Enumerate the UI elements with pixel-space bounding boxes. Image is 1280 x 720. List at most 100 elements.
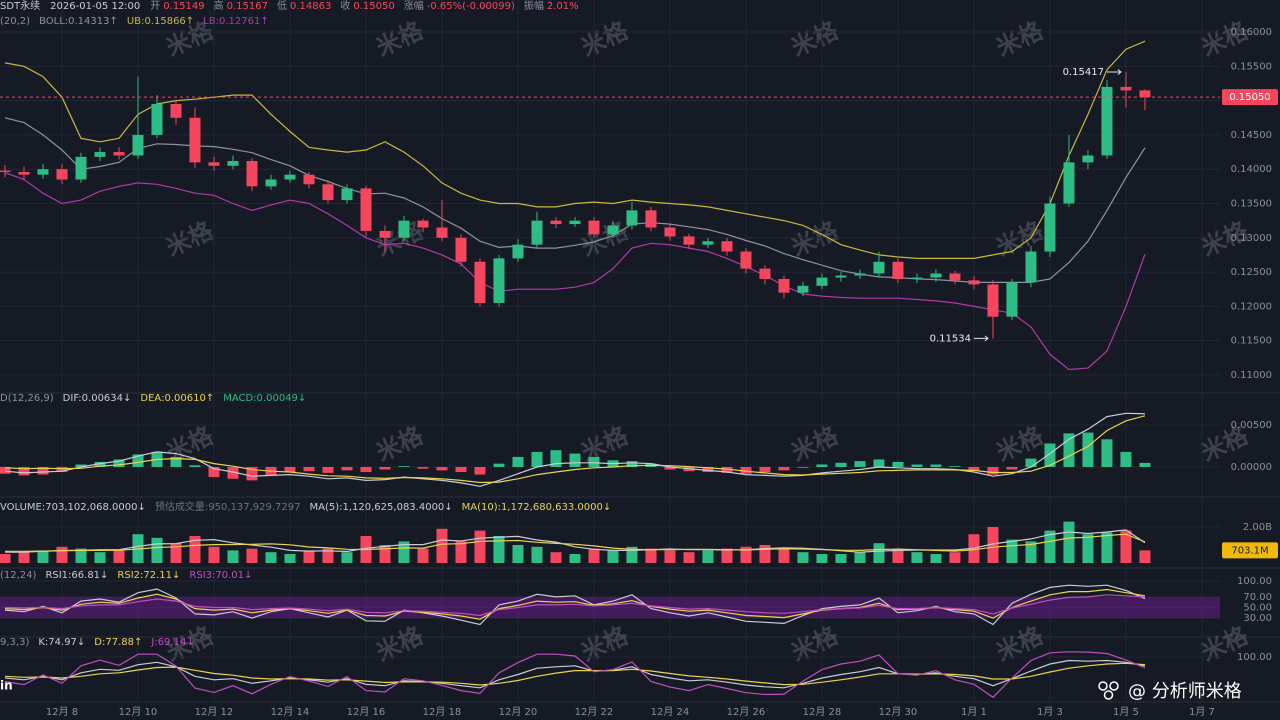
macd-bar <box>512 456 524 467</box>
candle-body <box>1006 282 1018 317</box>
candle-body <box>949 273 961 281</box>
y-tick-label: 0.12000 <box>1231 301 1272 312</box>
candle-body <box>1139 90 1151 98</box>
candle-body <box>778 278 790 293</box>
macd-bar <box>227 466 239 479</box>
candle-body <box>379 230 391 238</box>
timestamp: 2026-01-05 12:00 <box>50 1 140 12</box>
candle-body <box>702 241 714 245</box>
edge-text: in <box>0 679 13 693</box>
candle-body <box>56 169 68 180</box>
legend-item: MA(5):1,120,625,083.4000↓ <box>310 502 453 513</box>
x-axis: 12月 8 12月 10 12月 12 12月 14 12月 16 12月 18 12月 2… <box>46 0 1215 718</box>
ohlc-value: 2.01% <box>547 1 579 12</box>
y-tick-label: 30.00 <box>1243 613 1272 624</box>
macd-bar <box>835 462 847 467</box>
rsi-panel <box>0 584 1220 626</box>
x-tick-label: 12月 30 <box>879 706 918 718</box>
candle-body <box>455 237 467 262</box>
volume-current-label: 703.1M <box>1231 545 1268 556</box>
legend-item: UB:0.15866↑ <box>127 16 194 27</box>
volume-bar <box>18 552 30 563</box>
symbol: SDT永续 <box>0 0 40 12</box>
macd-bar <box>474 466 486 475</box>
ohlc-value: 0.15050 <box>353 1 394 12</box>
separators <box>0 392 1280 703</box>
candle-body <box>113 152 125 156</box>
macd-bar <box>1120 451 1132 467</box>
candle-body <box>1044 203 1056 252</box>
candle-body <box>911 277 923 279</box>
x-tick-label: 1月 3 <box>1037 706 1063 718</box>
y-tick-label: 0.14500 <box>1231 130 1272 141</box>
volume-bar <box>227 550 239 563</box>
legend-item: VOLUME:703,102,068.0000↓ <box>0 502 146 513</box>
volume-bar <box>379 545 391 563</box>
high-arrow <box>1106 69 1122 75</box>
candle-body <box>398 220 410 238</box>
candle-body <box>151 104 163 135</box>
indicator-line <box>4 172 1146 371</box>
candle-body <box>512 244 524 259</box>
macd-bar <box>1025 458 1037 467</box>
macd-bar <box>246 466 258 481</box>
ohlc-value: -0.65%(-0.00099) <box>427 1 515 12</box>
candle-body <box>493 258 505 303</box>
candle-body <box>930 273 942 278</box>
y-tick-label: 0.00500 <box>1231 420 1272 431</box>
volume-bar <box>987 527 999 563</box>
volume-bar <box>0 554 11 563</box>
x-tick-label: 12月 16 <box>347 706 386 718</box>
indicator-line <box>4 415 1146 484</box>
x-tick-label: 12月 26 <box>727 706 766 718</box>
ohlc-value: 0.15149 <box>163 1 204 12</box>
logo-dot <box>1109 681 1119 691</box>
candle-body <box>816 277 828 286</box>
volume-bar <box>892 548 904 563</box>
ohlc-label: 收 <box>340 0 350 12</box>
volume-bar <box>607 550 619 563</box>
candle-body <box>170 104 182 118</box>
rsi-header: (12,24) RSI1:66.81↓ RSI2:72.11↓ RSI3:70.01↓ <box>0 570 252 581</box>
kdj-header: 9,3,3) K:74.97↓ D:77.88↑ J:69.14↓ in <box>0 637 195 693</box>
macd-bar <box>664 466 676 470</box>
candle-body <box>987 284 999 317</box>
ohlc-label: 高 <box>214 0 224 12</box>
candle-body <box>968 280 980 285</box>
y-tick-label: 0.11000 <box>1231 370 1272 381</box>
macd-bar <box>778 466 790 471</box>
candle-body <box>37 169 49 175</box>
y-tick-label: 0.00000 <box>1231 462 1272 473</box>
volume-bar <box>873 543 885 563</box>
candle-body <box>740 251 752 269</box>
x-tick-label: 12月 10 <box>119 706 158 718</box>
volume-bar <box>1120 530 1132 563</box>
x-tick-label: 1月 1 <box>961 706 987 718</box>
volume-bar <box>512 545 524 563</box>
candle-body <box>417 220 429 228</box>
macd-bar <box>18 466 30 476</box>
credit: @ 分析师米格 <box>1098 681 1242 702</box>
indicator-params: 9,3,3) <box>0 637 29 648</box>
macd-bar <box>0 466 11 474</box>
legend-item: DEA:0.00610↑ <box>140 393 214 404</box>
y-tick-label: 2.00B <box>1243 522 1272 533</box>
macd-bar <box>322 466 334 473</box>
volume-bar <box>949 552 961 563</box>
macd-bar <box>911 464 923 467</box>
indicator-line <box>4 594 1146 617</box>
y-tick-label: 0.11500 <box>1231 336 1272 347</box>
candle-body <box>322 184 334 201</box>
candle-body <box>474 261 486 303</box>
macd-bar <box>1082 432 1094 467</box>
macd-header: D(12,26,9) DIF:0.00634↓ DEA:0.00610↑ MACD:0… <box>0 393 306 404</box>
volume-bar <box>1006 539 1018 563</box>
candle-body <box>873 261 885 274</box>
volume-bar <box>322 548 334 563</box>
indicator-line <box>5 529 1146 553</box>
macd-bar <box>170 456 182 467</box>
x-tick-label: 12月 8 <box>46 706 78 718</box>
macd-bar <box>379 466 391 470</box>
indicator-params: D(12,26,9) <box>0 393 54 404</box>
volume-bar <box>664 550 676 563</box>
